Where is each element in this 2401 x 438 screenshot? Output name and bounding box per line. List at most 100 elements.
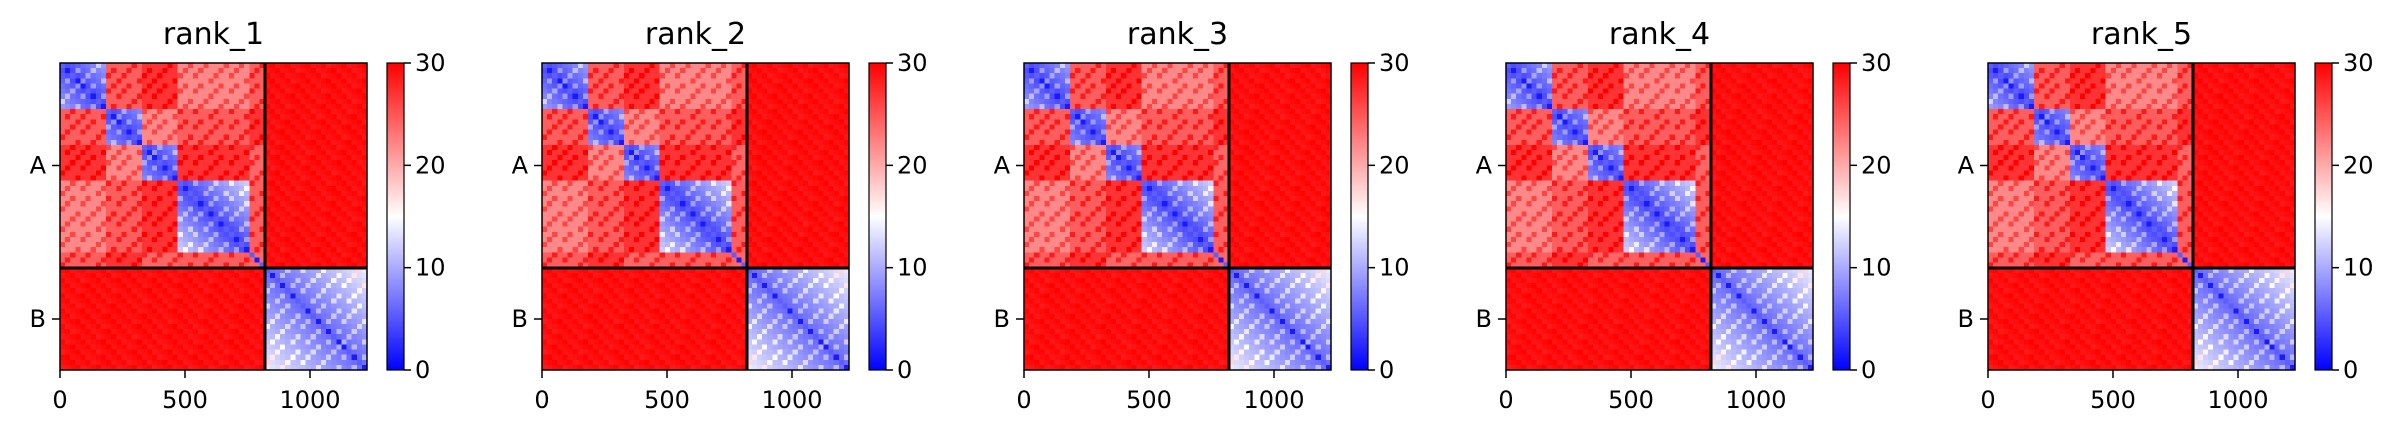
heatmap-cell — [126, 257, 133, 264]
heatmap-cell — [203, 98, 209, 105]
heatmap-cell — [567, 103, 574, 110]
heatmap-cell — [177, 283, 184, 289]
heatmap-cell — [100, 318, 107, 325]
heatmap-cell — [572, 124, 579, 131]
heatmap-cell — [162, 303, 169, 310]
heatmap-cell — [264, 334, 271, 340]
heatmap-cell — [65, 201, 71, 207]
heatmap-cell — [300, 329, 307, 335]
heatmap-cell — [177, 267, 184, 274]
heatmap-cell — [285, 114, 291, 120]
heatmap-cell — [80, 170, 87, 177]
heatmap-cell — [213, 139, 220, 146]
heatmap-cell — [356, 308, 363, 315]
heatmap-cell — [126, 201, 133, 207]
heatmap-cell — [787, 98, 794, 105]
heatmap-cell — [659, 109, 666, 115]
heatmap-cell — [244, 98, 250, 105]
heatmap-cell — [80, 242, 87, 248]
heatmap-cell — [772, 149, 778, 156]
heatmap-cell — [326, 293, 332, 299]
heatmap-cell — [603, 109, 610, 115]
heatmap-cell — [167, 252, 174, 259]
heatmap-cell — [264, 109, 271, 115]
heatmap-cell — [593, 78, 599, 85]
heatmap-cell — [167, 139, 174, 146]
heatmap-cell — [198, 119, 204, 125]
heatmap-cell — [833, 134, 840, 141]
heatmap-cell — [75, 160, 82, 166]
heatmap-cell — [320, 231, 327, 238]
heatmap-cell — [228, 78, 235, 85]
heatmap-cell — [249, 298, 256, 305]
heatmap-cell — [264, 185, 271, 192]
heatmap-cell — [305, 298, 312, 305]
heatmap-cell — [218, 216, 225, 223]
heatmap-cell — [710, 109, 717, 115]
heatmap-cell — [756, 93, 763, 100]
heatmap-cell — [346, 88, 353, 95]
heatmap-cell — [172, 293, 179, 299]
heatmap-cell — [603, 114, 610, 120]
heatmap-cell — [208, 165, 215, 172]
heatmap-cell — [582, 134, 589, 141]
heatmap-cell — [838, 129, 845, 136]
heatmap-cell — [644, 78, 651, 85]
heatmap-cell — [136, 175, 143, 182]
heatmap-cell — [146, 308, 153, 315]
heatmap-cell — [116, 196, 122, 202]
heatmap-cell — [136, 283, 143, 289]
heatmap-cell — [193, 103, 199, 110]
heatmap-cell — [305, 185, 312, 192]
heatmap-cell — [70, 129, 76, 136]
heatmap-cell — [162, 308, 169, 315]
heatmap-cell — [346, 170, 353, 177]
heatmap-cell — [162, 180, 169, 187]
heatmap-cell — [146, 149, 153, 156]
heatmap-cell — [613, 78, 620, 85]
heatmap-cell — [85, 293, 92, 299]
heatmap-cell — [300, 68, 307, 74]
heatmap-cell — [198, 185, 204, 192]
heatmap-cell — [295, 216, 302, 223]
heatmap-cell — [198, 165, 204, 172]
heatmap-cell — [326, 73, 332, 79]
heatmap-cell — [100, 103, 107, 110]
heatmap-cell — [141, 252, 148, 259]
heatmap-cell — [259, 114, 266, 120]
heatmap-cell — [557, 103, 564, 110]
heatmap-cell — [582, 170, 589, 177]
heatmap-cell — [731, 68, 738, 74]
heatmap-cell — [808, 109, 814, 115]
heatmap-cell — [193, 221, 199, 228]
heatmap-cell — [320, 165, 327, 172]
heatmap-cell — [177, 170, 184, 177]
heatmap-cell — [603, 88, 610, 95]
heatmap-cell — [264, 88, 271, 95]
heatmap-cell — [172, 339, 179, 346]
heatmap-cell — [310, 267, 317, 274]
heatmap-cell — [198, 175, 204, 182]
heatmap-cell — [141, 323, 148, 330]
heatmap-cell — [126, 63, 133, 69]
heatmap-cell — [228, 129, 235, 136]
heatmap-cell — [223, 313, 230, 320]
heatmap-cell — [305, 201, 312, 207]
heatmap-cell — [628, 68, 635, 74]
heatmap-cell — [736, 109, 743, 115]
heatmap-cell — [818, 73, 825, 79]
heatmap-cell — [552, 68, 558, 74]
heatmap-cell — [106, 185, 112, 192]
heatmap-cell — [218, 334, 225, 340]
heatmap-cell — [808, 103, 814, 110]
heatmap-cell — [116, 252, 122, 259]
heatmap-cell — [700, 144, 707, 151]
heatmap-cell — [141, 257, 148, 264]
heatmap-cell — [290, 78, 296, 85]
heatmap-cell — [269, 78, 276, 85]
heatmap-cell — [634, 114, 640, 120]
heatmap-cell — [244, 119, 250, 125]
heatmap-cell — [310, 318, 317, 325]
heatmap-cell — [567, 144, 574, 151]
heatmap-cell — [208, 129, 215, 136]
